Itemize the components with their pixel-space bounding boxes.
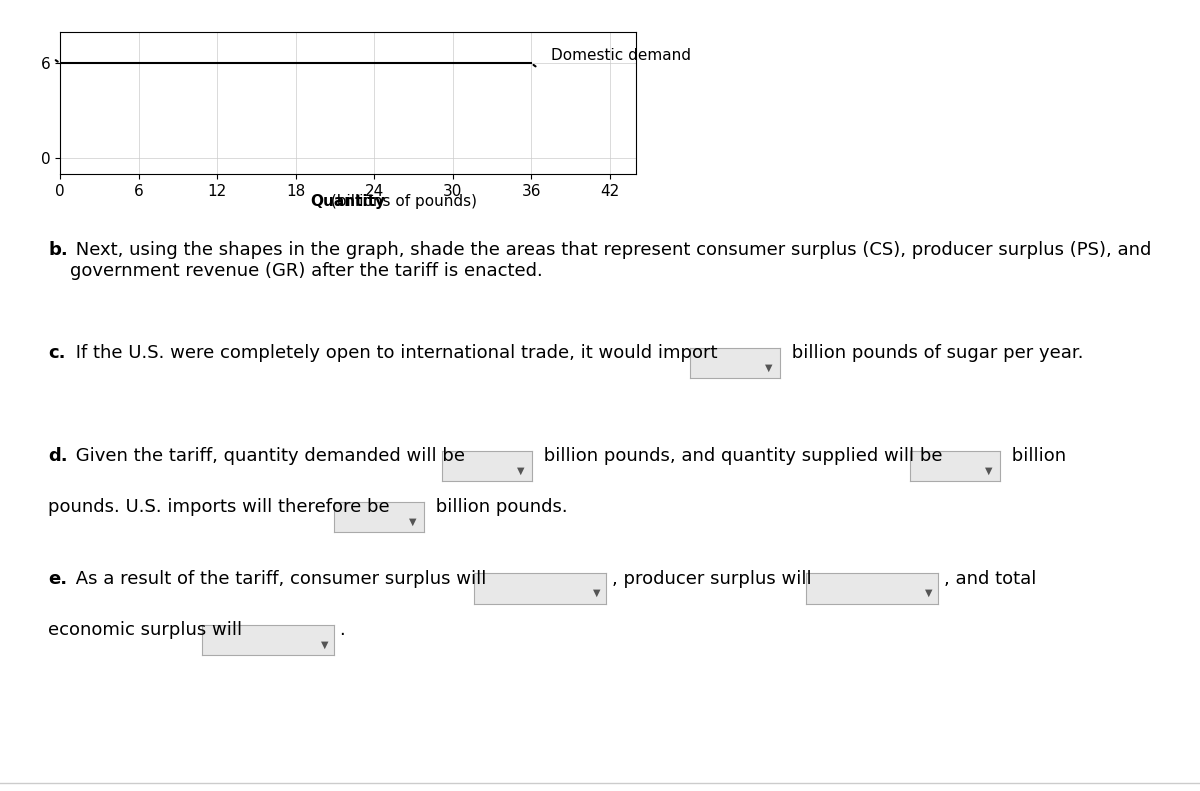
Text: billion pounds of sugar per year.: billion pounds of sugar per year. (786, 344, 1084, 362)
Text: e.: e. (48, 570, 67, 588)
Text: ▼: ▼ (985, 465, 992, 475)
Text: ▼: ▼ (925, 588, 932, 598)
Text: billion pounds, and quantity supplied will be: billion pounds, and quantity supplied wi… (538, 447, 942, 465)
Text: As a result of the tariff, consumer surplus will: As a result of the tariff, consumer surp… (70, 570, 486, 588)
Text: b.: b. (48, 241, 67, 259)
Text: ▼: ▼ (320, 639, 328, 649)
Text: ▼: ▼ (766, 362, 773, 373)
Text: .: . (340, 621, 346, 639)
Text: ▼: ▼ (409, 517, 416, 527)
Text: c.: c. (48, 344, 66, 362)
Text: Given the tariff, quantity demanded will be: Given the tariff, quantity demanded will… (70, 447, 464, 465)
Text: billion: billion (1006, 447, 1066, 465)
Text: (billions of pounds): (billions of pounds) (326, 194, 478, 209)
Text: ▼: ▼ (517, 465, 524, 475)
Text: , producer surplus will: , producer surplus will (612, 570, 811, 588)
Text: pounds. U.S. imports will therefore be: pounds. U.S. imports will therefore be (48, 498, 390, 517)
Text: economic surplus will: economic surplus will (48, 621, 242, 639)
Text: , and total: , and total (944, 570, 1037, 588)
Text: Quantity: Quantity (311, 194, 385, 209)
Text: billion pounds.: billion pounds. (430, 498, 568, 517)
Text: d.: d. (48, 447, 67, 465)
Text: ▼: ▼ (593, 588, 600, 598)
Text: Next, using the shapes in the graph, shade the areas that represent consumer sur: Next, using the shapes in the graph, sha… (70, 241, 1151, 280)
Text: If the U.S. were completely open to international trade, it would import: If the U.S. were completely open to inte… (70, 344, 718, 362)
Text: Domestic demand: Domestic demand (551, 48, 691, 62)
